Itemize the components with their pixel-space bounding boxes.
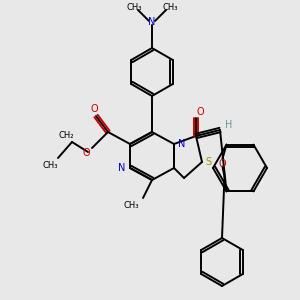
Text: CH₃: CH₃ [162, 4, 178, 13]
Text: N: N [178, 139, 186, 149]
Text: CH₃: CH₃ [42, 161, 58, 170]
Text: N: N [118, 163, 126, 173]
Text: S: S [205, 157, 211, 167]
Text: O: O [90, 104, 98, 114]
Text: CH₃: CH₃ [126, 4, 142, 13]
Text: O: O [219, 159, 226, 169]
Text: CH₃: CH₃ [123, 202, 139, 211]
Text: CH₂: CH₂ [58, 130, 74, 140]
Text: H: H [225, 120, 233, 130]
Text: O: O [196, 107, 204, 117]
Text: N: N [148, 17, 156, 27]
Text: O: O [82, 148, 90, 158]
